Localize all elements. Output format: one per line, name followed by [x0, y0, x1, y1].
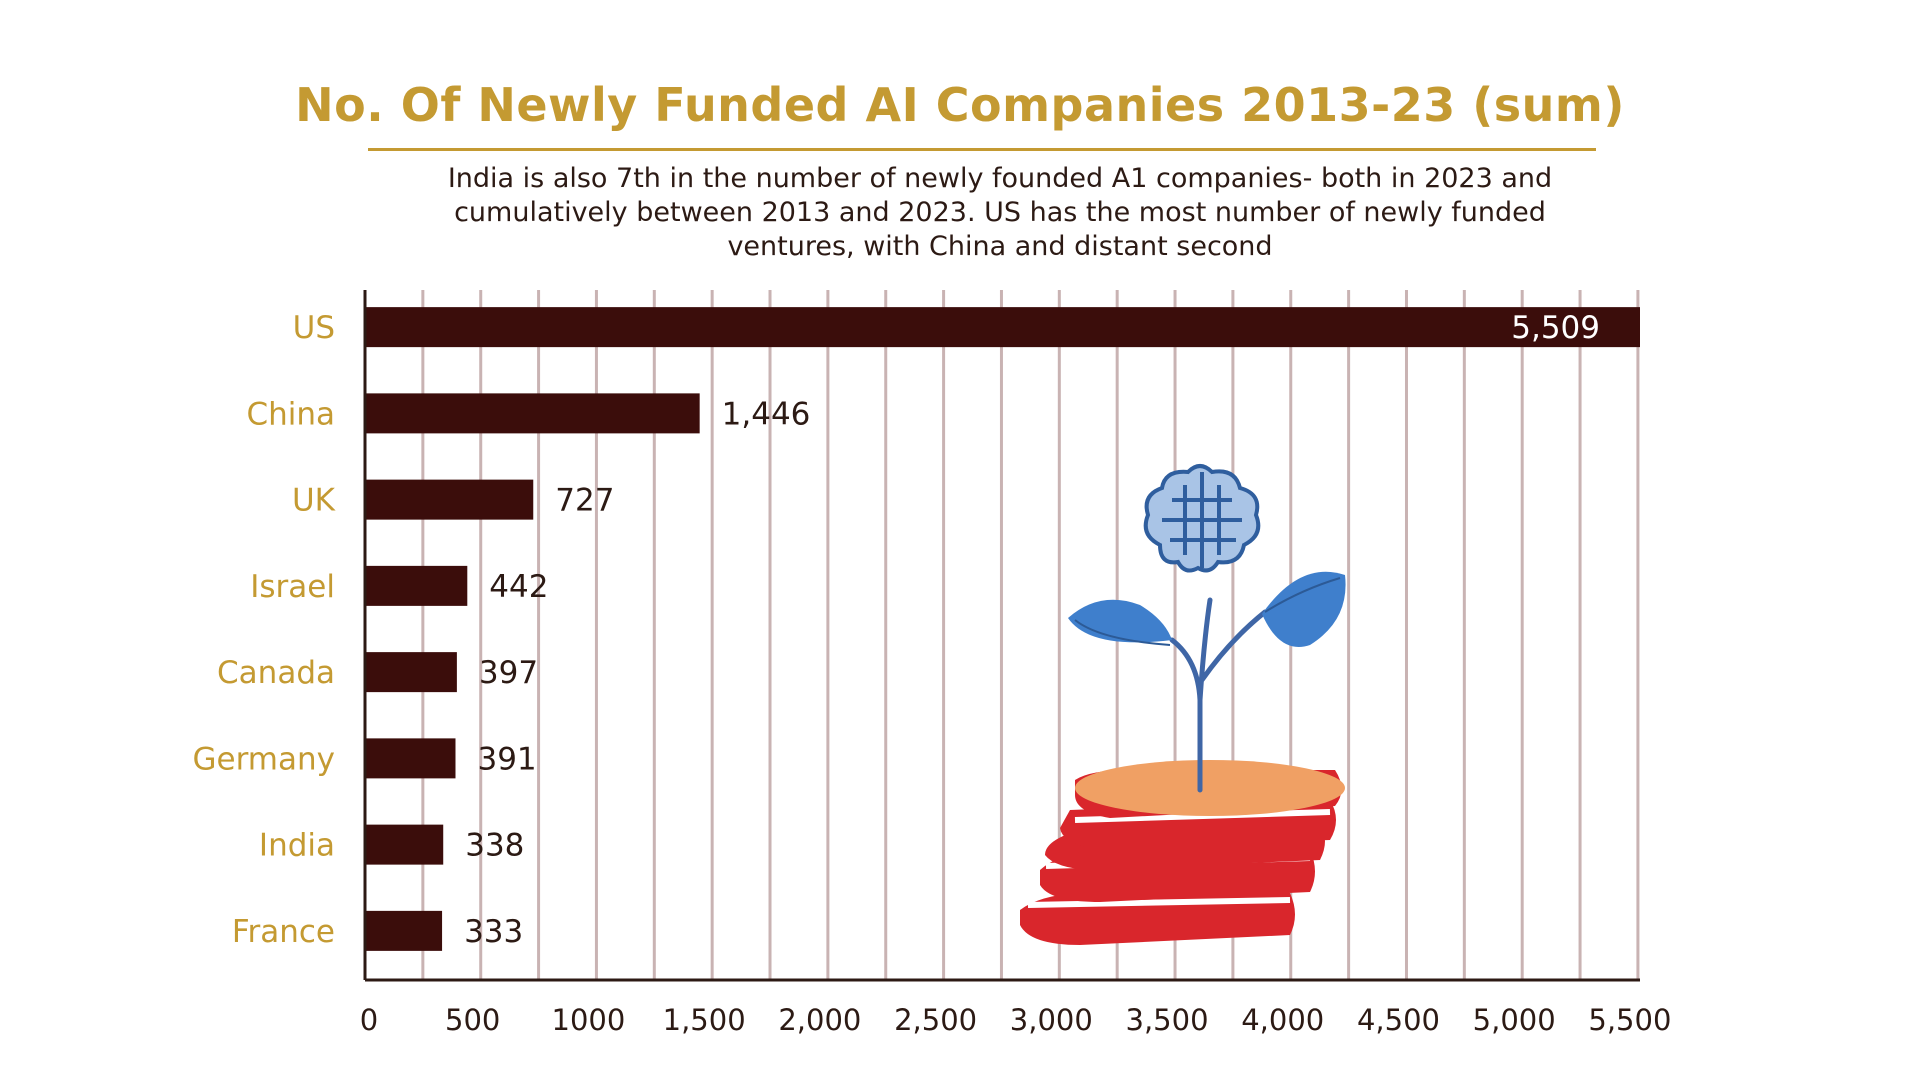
- x-tick-label-1500: 1,500: [663, 1003, 746, 1037]
- bar-france: [365, 910, 443, 951]
- bar-israel: [365, 565, 468, 606]
- title-underline: [368, 148, 1596, 151]
- bar-us: [365, 307, 1640, 348]
- x-tick-label-3000: 3,000: [1010, 1003, 1093, 1037]
- value-label-us: 5,509: [1511, 310, 1600, 346]
- category-label-canada: Canada: [217, 655, 335, 691]
- x-tick-label-2500: 2,500: [894, 1003, 977, 1037]
- category-label-germany: Germany: [193, 741, 335, 777]
- value-label-uk: 727: [555, 483, 614, 519]
- value-label-france: 333: [464, 914, 523, 950]
- value-label-china: 1,446: [722, 396, 811, 432]
- value-label-germany: 391: [477, 741, 536, 777]
- bar-germany: [365, 738, 456, 779]
- bar-china: [365, 393, 700, 434]
- x-tick-label-500: 500: [445, 1003, 500, 1037]
- category-label-china: China: [246, 396, 335, 432]
- value-label-india: 338: [465, 828, 524, 864]
- x-tick-label-4500: 4,500: [1357, 1003, 1440, 1037]
- x-tick-label-5500: 5,500: [1588, 1003, 1671, 1037]
- bar-canada: [365, 652, 457, 693]
- coin-stack-icon: [1020, 760, 1345, 945]
- category-label-us: US: [293, 310, 335, 346]
- chart-title: No. Of Newly Funded AI Companies 2013-23…: [295, 78, 1625, 132]
- category-label-uk: UK: [292, 483, 336, 519]
- x-tick-label-3500: 3,500: [1126, 1003, 1209, 1037]
- value-label-canada: 397: [479, 655, 538, 691]
- bar-uk: [365, 479, 534, 520]
- category-label-israel: Israel: [250, 569, 335, 605]
- brain-icon: [1143, 464, 1261, 573]
- bars: [365, 307, 1640, 951]
- plant-coin-illustration-icon: [1020, 464, 1346, 945]
- chart-subtitle: India is also 7th in the number of newly…: [447, 163, 1553, 262]
- category-label-india: India: [259, 828, 335, 864]
- x-tick-label-4000: 4,000: [1241, 1003, 1324, 1037]
- category-label-france: France: [232, 914, 335, 950]
- x-tick-label-2000: 2,000: [778, 1003, 861, 1037]
- bar-india: [365, 824, 444, 865]
- value-label-israel: 442: [489, 569, 548, 605]
- x-tick-label-0: 0: [360, 1003, 378, 1037]
- x-tick-label-1000: 1000: [552, 1003, 626, 1037]
- category-labels: US China UK Israel Canada Germany India France: [193, 310, 336, 950]
- x-tick-label-5000: 5,000: [1473, 1003, 1556, 1037]
- x-tick-labels: 0 500 1000 1,500 2,000 2,500 3,000 3,500 4,000 4,…: [360, 1003, 1672, 1037]
- value-labels: 5,509 1,446 727 442 397 391 338 333: [464, 310, 1600, 950]
